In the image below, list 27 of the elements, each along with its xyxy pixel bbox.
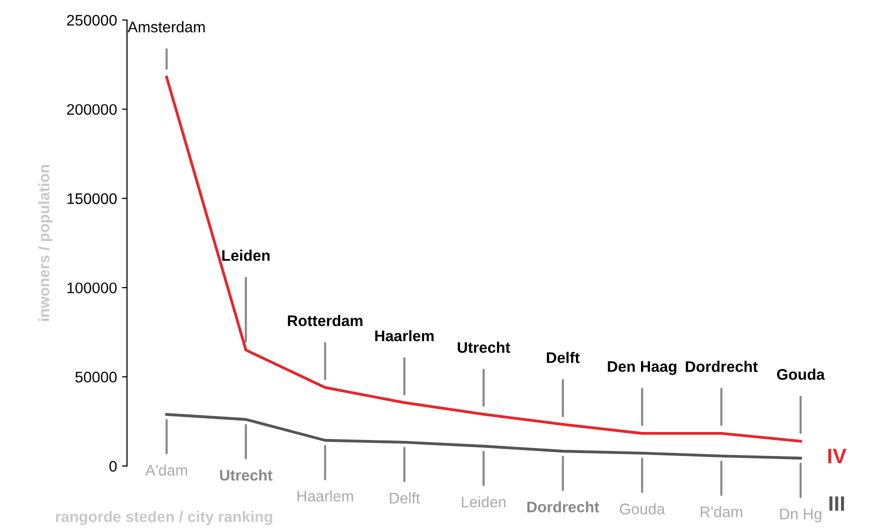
data-label: Gouda: [620, 503, 666, 514]
series-label: IV: [828, 448, 846, 464]
y-tick-label: 250000: [67, 14, 117, 26]
data-label: Delft: [390, 492, 420, 504]
text: III: [829, 496, 844, 511]
data-label: Leiden: [222, 250, 270, 261]
data-label: Gouda: [777, 368, 825, 380]
y-tick-label: 100000: [67, 282, 117, 294]
data-label: A'dam: [145, 464, 188, 476]
data-label: Rotterdam: [288, 314, 362, 326]
data-label: Delft: [546, 352, 580, 364]
data-label: Dordrecht: [686, 360, 758, 372]
data-label: Haarlem: [375, 330, 434, 342]
data-label: Amsterdam: [128, 21, 205, 32]
y-tick-label: 200000: [67, 104, 117, 115]
data-label: Den Haag: [608, 361, 676, 376]
data-label: Utrecht: [458, 342, 510, 353]
y-tick-label: 50000: [75, 372, 117, 382]
data-label: Haarlem: [298, 490, 353, 502]
data-label: Utrecht: [220, 469, 272, 481]
y-tick-label: 0: [109, 460, 117, 472]
data-label: Leiden: [462, 496, 506, 508]
line-series: [165, 413, 802, 460]
data-label: Dn Hg: [780, 508, 822, 522]
data-label: Dordrecht: [527, 501, 600, 512]
y-tick-label: 150000: [67, 193, 117, 204]
data-label: R'dam: [700, 506, 742, 518]
